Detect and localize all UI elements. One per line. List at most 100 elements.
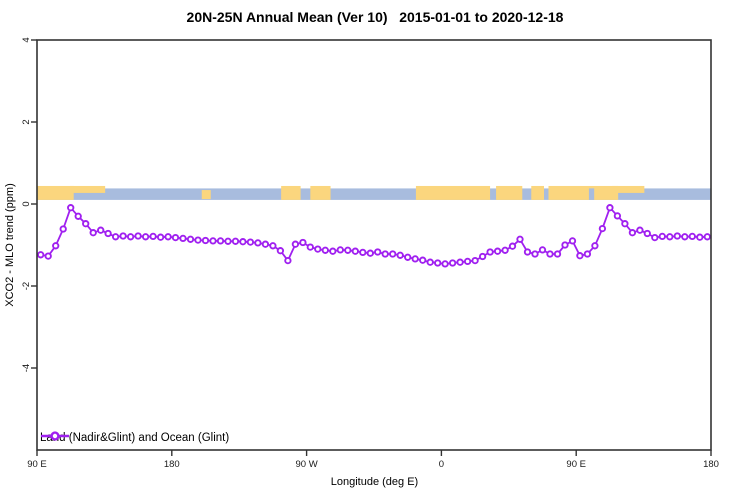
data-point-marker bbox=[419, 256, 427, 264]
data-point-marker bbox=[666, 233, 674, 241]
data-point-marker bbox=[239, 238, 247, 246]
x-tick-label: 180 bbox=[164, 459, 180, 470]
data-point-marker bbox=[97, 226, 105, 234]
data-point-marker bbox=[396, 251, 404, 259]
data-point-marker bbox=[516, 235, 524, 243]
data-point-marker bbox=[209, 237, 217, 245]
data-point-marker bbox=[434, 259, 442, 267]
land-segment bbox=[37, 185, 74, 200]
data-point-marker bbox=[164, 233, 172, 241]
data-point-marker bbox=[426, 258, 434, 266]
data-point-marker bbox=[523, 248, 532, 256]
data-point-marker bbox=[576, 252, 584, 260]
legend: Land (Nadir&Glint) and Ocean (Glint) bbox=[40, 430, 229, 445]
data-point-marker bbox=[314, 245, 322, 253]
data-point-marker bbox=[67, 204, 75, 212]
data-point-marker bbox=[628, 229, 637, 237]
data-point-marker bbox=[134, 232, 142, 240]
data-point-marker bbox=[448, 259, 457, 267]
data-point-marker bbox=[284, 256, 292, 265]
data-point-marker bbox=[291, 240, 300, 248]
data-point-marker bbox=[688, 232, 696, 241]
data-point-marker bbox=[216, 237, 225, 245]
data-point-marker bbox=[703, 233, 711, 241]
data-point-marker bbox=[89, 229, 97, 237]
x-tick-label: 0 bbox=[439, 459, 444, 470]
data-point-marker bbox=[224, 237, 232, 245]
data-point-marker bbox=[74, 212, 82, 220]
data-point-marker bbox=[44, 252, 52, 260]
data-point-marker bbox=[538, 246, 547, 254]
data-point-marker bbox=[186, 235, 195, 243]
data-point-marker bbox=[389, 250, 397, 258]
y-axis-title: XCO2 - MLO trend (ppm) bbox=[4, 183, 16, 307]
data-point-marker bbox=[441, 260, 449, 268]
data-point-marker bbox=[591, 242, 599, 250]
data-point-marker bbox=[179, 234, 187, 243]
data-point-marker bbox=[471, 256, 479, 265]
data-point-marker bbox=[621, 220, 629, 228]
water-gap-segment bbox=[588, 188, 595, 200]
plot-border bbox=[36, 39, 712, 451]
data-point-marker bbox=[329, 247, 337, 255]
y-tick-label: 2 bbox=[21, 119, 32, 124]
data-point-marker bbox=[508, 242, 517, 250]
data-point-marker bbox=[366, 249, 374, 257]
data-point-marker bbox=[276, 247, 285, 255]
x-axis-title: Longitude (deg E) bbox=[330, 476, 419, 488]
data-point-marker bbox=[149, 232, 157, 241]
data-point-marker bbox=[486, 248, 494, 256]
data-point-marker bbox=[673, 232, 681, 240]
data-point-marker bbox=[606, 204, 614, 212]
land-segment bbox=[496, 185, 523, 200]
legend-line-marker-icon bbox=[41, 431, 69, 441]
data-point-marker bbox=[613, 212, 622, 220]
data-point-marker bbox=[37, 251, 45, 259]
y-tick-label: 0 bbox=[21, 201, 32, 206]
data-point-marker bbox=[254, 239, 262, 247]
data-point-marker bbox=[171, 233, 180, 242]
y-tick-label: 4 bbox=[21, 37, 32, 42]
data-point-marker bbox=[336, 246, 344, 254]
data-point-marker bbox=[531, 250, 539, 258]
land-segment bbox=[310, 185, 331, 200]
data-point-marker bbox=[299, 238, 307, 247]
data-point-marker bbox=[306, 243, 314, 251]
data-point-marker bbox=[246, 238, 255, 246]
x-tick-label: 90 E bbox=[566, 459, 586, 470]
land-segment bbox=[531, 185, 544, 200]
coast-land-segment bbox=[612, 185, 645, 193]
data-point-marker bbox=[651, 233, 659, 242]
data-point-marker bbox=[194, 236, 202, 244]
data-point-marker bbox=[359, 248, 367, 257]
data-point-marker bbox=[553, 250, 562, 258]
x-tick-label: 90 E bbox=[27, 459, 47, 470]
data-point-marker bbox=[59, 225, 67, 233]
data-point-marker bbox=[561, 241, 569, 249]
data-point-marker bbox=[456, 258, 464, 266]
data-point-marker bbox=[636, 226, 644, 234]
island-segment bbox=[201, 190, 211, 200]
data-point-marker bbox=[583, 250, 592, 258]
land-segment bbox=[548, 185, 619, 200]
ocean-band bbox=[37, 188, 711, 200]
data-point-marker bbox=[463, 257, 472, 266]
data-point-marker bbox=[126, 233, 135, 241]
data-point-marker bbox=[546, 250, 554, 258]
data-point-marker bbox=[141, 233, 150, 241]
data-point-marker bbox=[696, 233, 704, 241]
data-point-marker bbox=[321, 246, 329, 254]
land-segment bbox=[281, 185, 301, 200]
chart-title: 20N-25N Annual Mean (Ver 10) 2015-01-01 … bbox=[186, 9, 564, 25]
data-point-marker bbox=[478, 252, 487, 261]
data-point-marker bbox=[82, 220, 90, 228]
data-point-marker bbox=[681, 233, 689, 241]
data-point-marker bbox=[156, 233, 165, 241]
data-point-marker bbox=[52, 242, 60, 250]
data-point-marker bbox=[404, 253, 412, 261]
x-tick-label: 180 bbox=[703, 459, 719, 470]
y-tick-label: -4 bbox=[21, 364, 32, 372]
legend-entry-label: Land (Nadir&Glint) and Ocean (Glint) bbox=[40, 431, 230, 444]
